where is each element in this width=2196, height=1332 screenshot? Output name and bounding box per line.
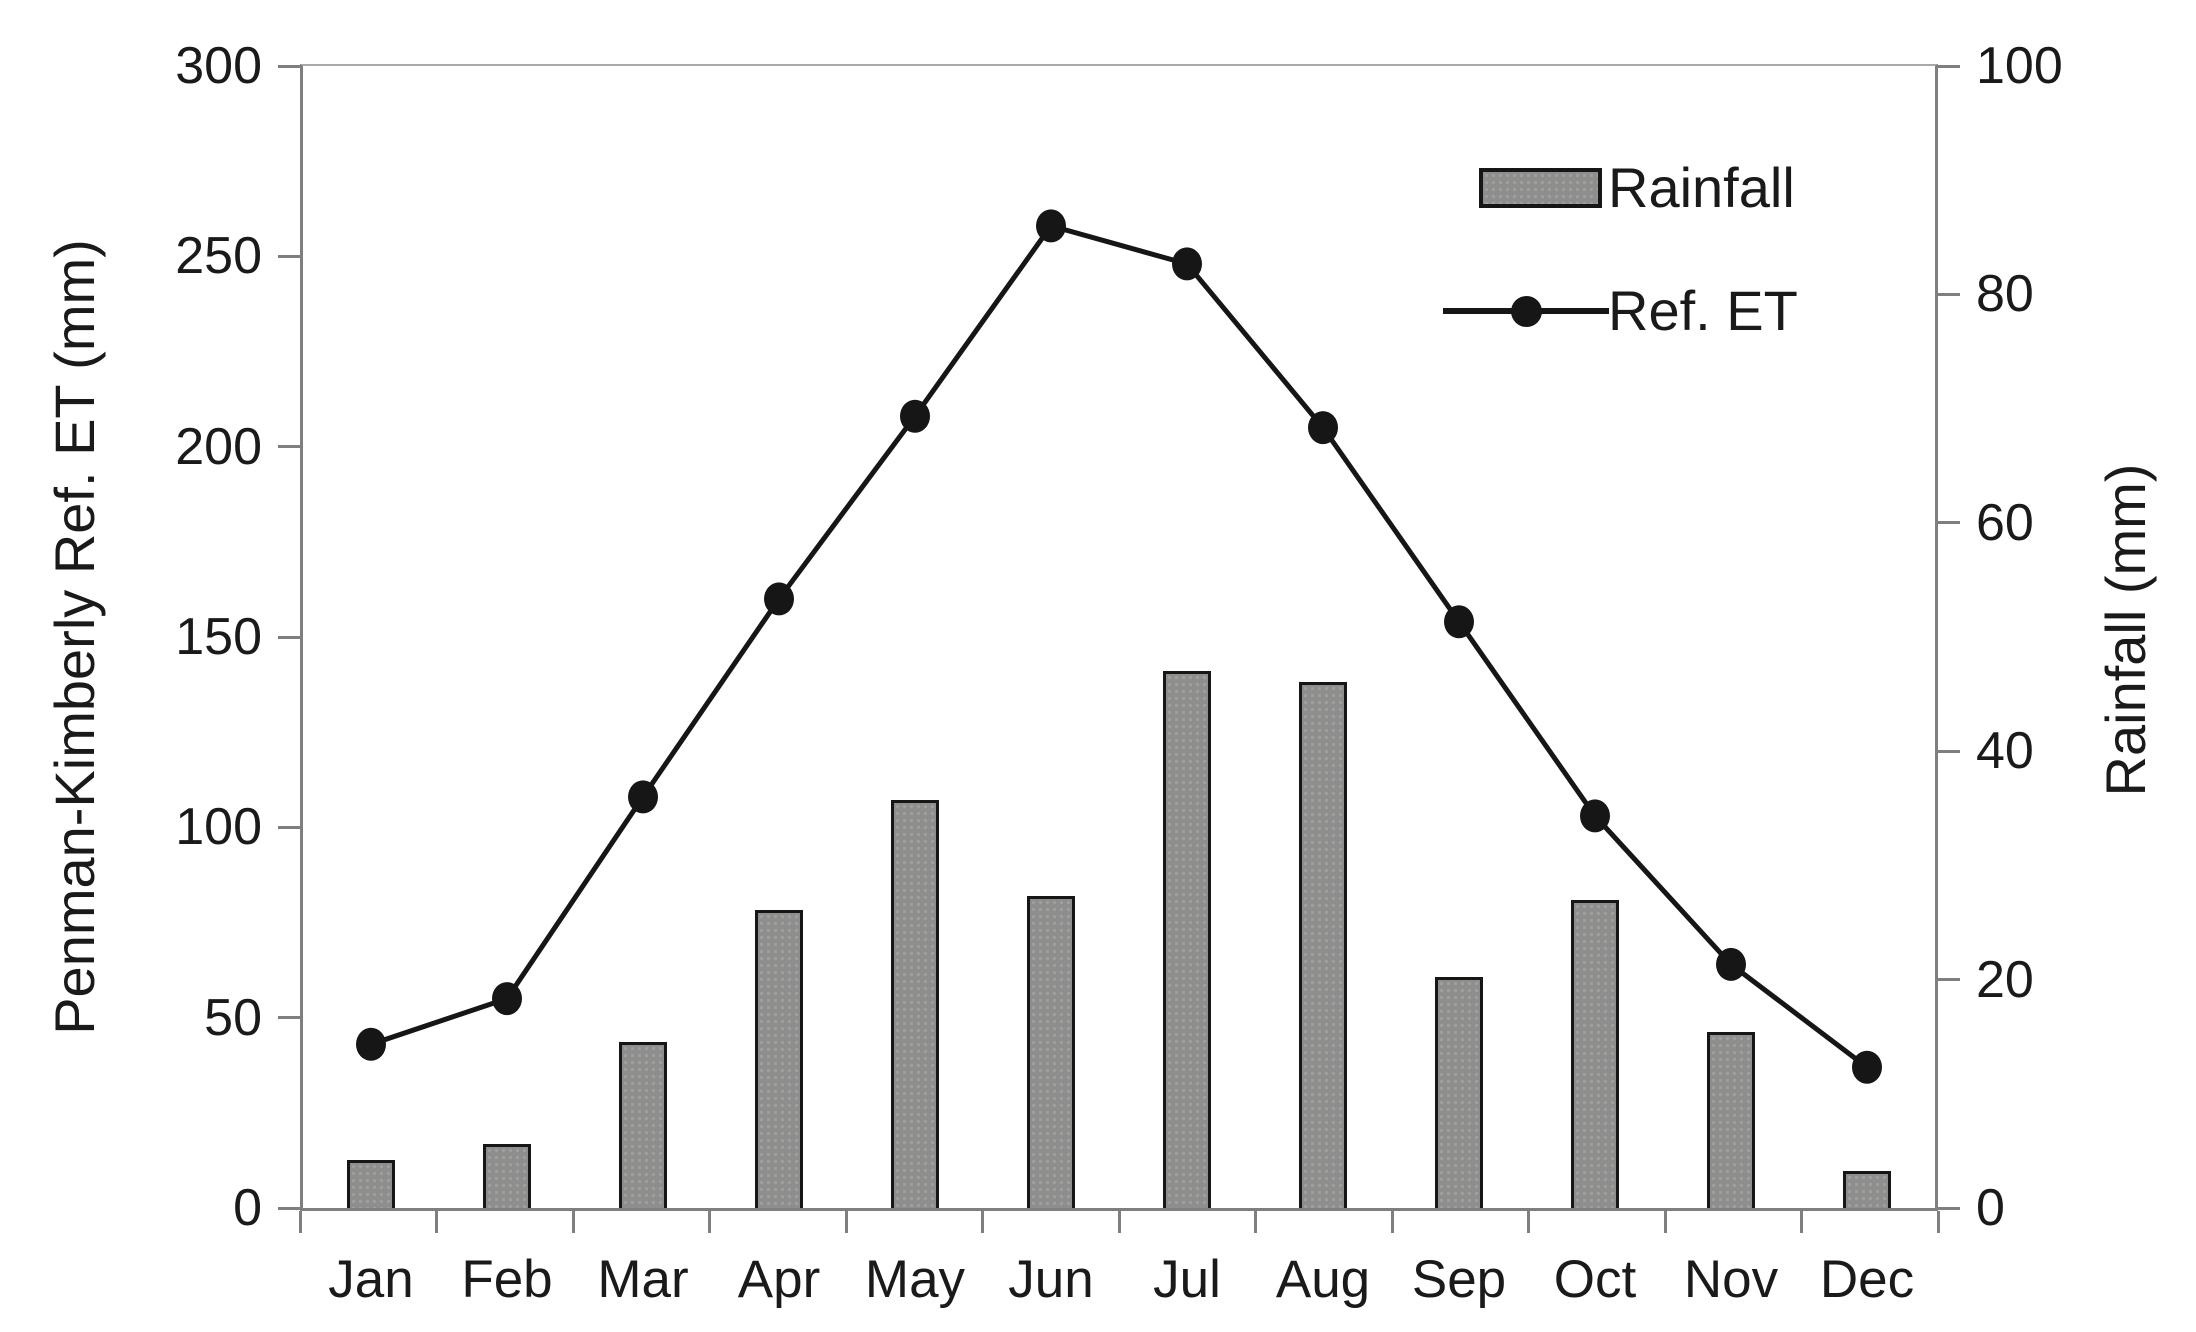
x-axis-tick [1936,1211,1940,1233]
x-axis-tick [844,1211,848,1233]
ref-et-marker-dec [1852,1050,1882,1084]
x-axis-label-apr: Apr [737,1250,821,1309]
rainfall-bar-may [891,800,939,1208]
left-axis-tick-label: 50 [204,988,262,1047]
x-axis-label-jul: Jul [1153,1250,1221,1309]
legend-rainfall-label: Rainfall [1608,156,1795,219]
right-axis-tick [1938,978,1960,982]
rainfall-bar-aug [1299,681,1347,1208]
left-axis-tick [278,64,300,68]
x-axis-label-oct: Oct [1553,1250,1637,1309]
left-axis-tick [278,1206,300,1210]
rainfall-bar-jan [347,1160,395,1208]
legend-ref-et-marker-icon [1511,296,1542,327]
x-axis-label-mar: Mar [597,1250,689,1309]
rainfall-bar-sep [1435,977,1483,1208]
left-axis-tick-label: 0 [233,1179,262,1237]
left-axis-tick [278,825,300,829]
x-axis-tick [1527,1211,1530,1233]
x-axis-label-sep: Sep [1411,1250,1507,1309]
right-axis-tick [1938,521,1960,525]
legend-ref-et-label: Ref. ET [1608,279,1798,342]
left-axis-tick [278,445,300,449]
ref-et-marker-may [900,399,930,433]
x-axis-tick [1800,1211,1803,1233]
right-axis-title: Rainfall (mm) [2094,463,2157,797]
right-axis-tick-label: 20 [1976,950,2034,1009]
left-axis-tick-label: 300 [175,37,262,95]
left-axis-tick-label: 100 [175,798,262,857]
x-axis-tick [1390,1211,1394,1233]
x-axis-tick [1254,1211,1257,1233]
right-axis-tick-label: 100 [1976,37,2063,95]
rainfall-bar-dec [1843,1171,1891,1208]
ref-et-marker-mar [628,780,658,814]
plot-area [300,64,1938,1211]
right-axis-tick-label: 40 [1976,722,2034,781]
right-axis-tick-label: 80 [1976,265,2034,324]
rainfall-bar-jul [1163,671,1211,1208]
ref-et-marker-feb [492,982,522,1016]
ref-et-marker-aug [1308,411,1338,445]
ref-et-marker-sep [1444,605,1474,639]
x-axis-tick [571,1211,575,1233]
rainfall-bar-nov [1707,1032,1755,1208]
left-axis-tick [278,635,300,639]
right-axis-tick-label: 60 [1976,493,2034,552]
rainfall-bar-feb [483,1144,531,1208]
left-axis-tick-label: 250 [175,227,262,286]
x-axis-tick [298,1211,302,1233]
legend-rainfall-swatch-icon [1479,168,1602,208]
ref-et-marker-jul [1172,247,1202,281]
rainfall-bar-oct [1571,899,1619,1208]
ref-et-marker-jun [1036,209,1066,243]
x-axis-label-aug: Aug [1275,1250,1371,1309]
x-axis-label-may: May [864,1250,966,1309]
right-axis-tick [1938,292,1960,296]
rainfall-bar-apr [755,909,803,1208]
x-axis-tick [1117,1211,1121,1233]
ref-et-marker-oct [1580,799,1610,833]
right-axis-tick [1938,749,1960,753]
left-axis-tick [278,1016,300,1020]
left-axis-tick-label: 150 [175,608,262,666]
x-axis-label-nov: Nov [1683,1250,1779,1309]
right-axis-tick [1938,1206,1960,1210]
x-axis-tick [981,1211,984,1233]
ref-et-marker-apr [764,582,794,616]
x-axis-label-dec: Dec [1819,1250,1915,1309]
right-axis-tick-label: 0 [1976,1179,2005,1237]
ref-et-line-layer [356,209,1882,1084]
ref-et-marker-nov [1716,947,1746,981]
x-axis-tick [708,1211,711,1233]
rainfall-bar-mar [619,1042,667,1208]
x-axis-label-jun: Jun [1008,1250,1094,1309]
x-axis-tick [1663,1211,1667,1233]
x-axis-label-feb: Feb [461,1250,553,1309]
left-axis-tick-label: 200 [175,417,262,476]
ref-et-line [370,223,1869,1070]
rainfall-bar-jun [1027,896,1075,1208]
left-axis-tick [278,254,300,258]
ref-et-marker-jan [356,1027,386,1061]
x-axis-label-jan: Jan [328,1250,414,1309]
right-axis-tick [1938,64,1960,68]
x-axis-tick [435,1211,438,1233]
